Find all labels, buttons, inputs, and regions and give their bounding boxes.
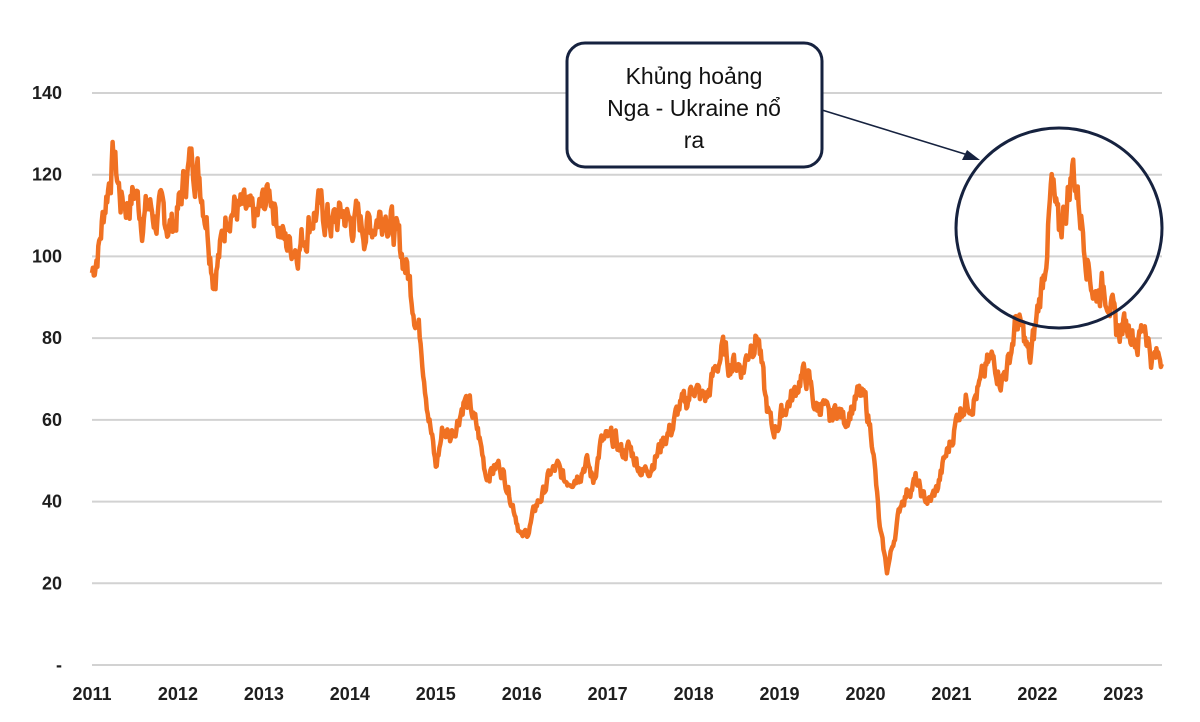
series-line-price [89, 139, 1164, 576]
x-tick-label: 2021 [931, 684, 971, 704]
y-tick-label: 40 [42, 492, 62, 512]
x-tick-label: 2023 [1103, 684, 1143, 704]
y-tick-label: 20 [42, 573, 62, 593]
y-tick-label: 60 [42, 410, 62, 430]
x-tick-label: 2022 [1017, 684, 1057, 704]
y-axis-ticks: 140 120 100 80 60 40 20 - [32, 83, 62, 675]
x-tick-label: 2012 [158, 684, 198, 704]
x-tick-label: 2011 [72, 684, 111, 704]
x-tick-label: 2016 [502, 684, 542, 704]
x-tick-label: 2018 [674, 684, 714, 704]
annotation-line-2: Nga - Ukraine nổ [607, 95, 781, 121]
x-tick-label: 2015 [416, 684, 456, 704]
gridlines [92, 92, 1162, 666]
x-tick-label: 2013 [244, 684, 284, 704]
x-tick-label: 2014 [330, 684, 370, 704]
highlight-circle [954, 126, 1164, 330]
annotation-line-3: ra [684, 127, 705, 153]
x-tick-label: 2017 [588, 684, 628, 704]
x-axis-ticks: 2011 2012 2013 2014 2015 2016 2017 2018 2019 2020… [72, 684, 1143, 704]
y-tick-label: - [56, 655, 62, 675]
x-tick-label: 2019 [760, 684, 800, 704]
x-tick-label: 2020 [845, 684, 885, 704]
y-tick-label: 80 [42, 328, 62, 348]
y-tick-label: 140 [32, 83, 62, 103]
annotation-arrow [821, 109, 969, 156]
y-tick-label: 120 [32, 165, 62, 185]
annotation-line-1: Khủng hoảng [626, 63, 763, 89]
annotation: Khủng hoảng Nga - Ukraine nổ ra [565, 41, 1164, 330]
arrow-head-icon [962, 150, 980, 160]
annotation-box [565, 41, 824, 169]
y-tick-label: 100 [32, 246, 62, 266]
